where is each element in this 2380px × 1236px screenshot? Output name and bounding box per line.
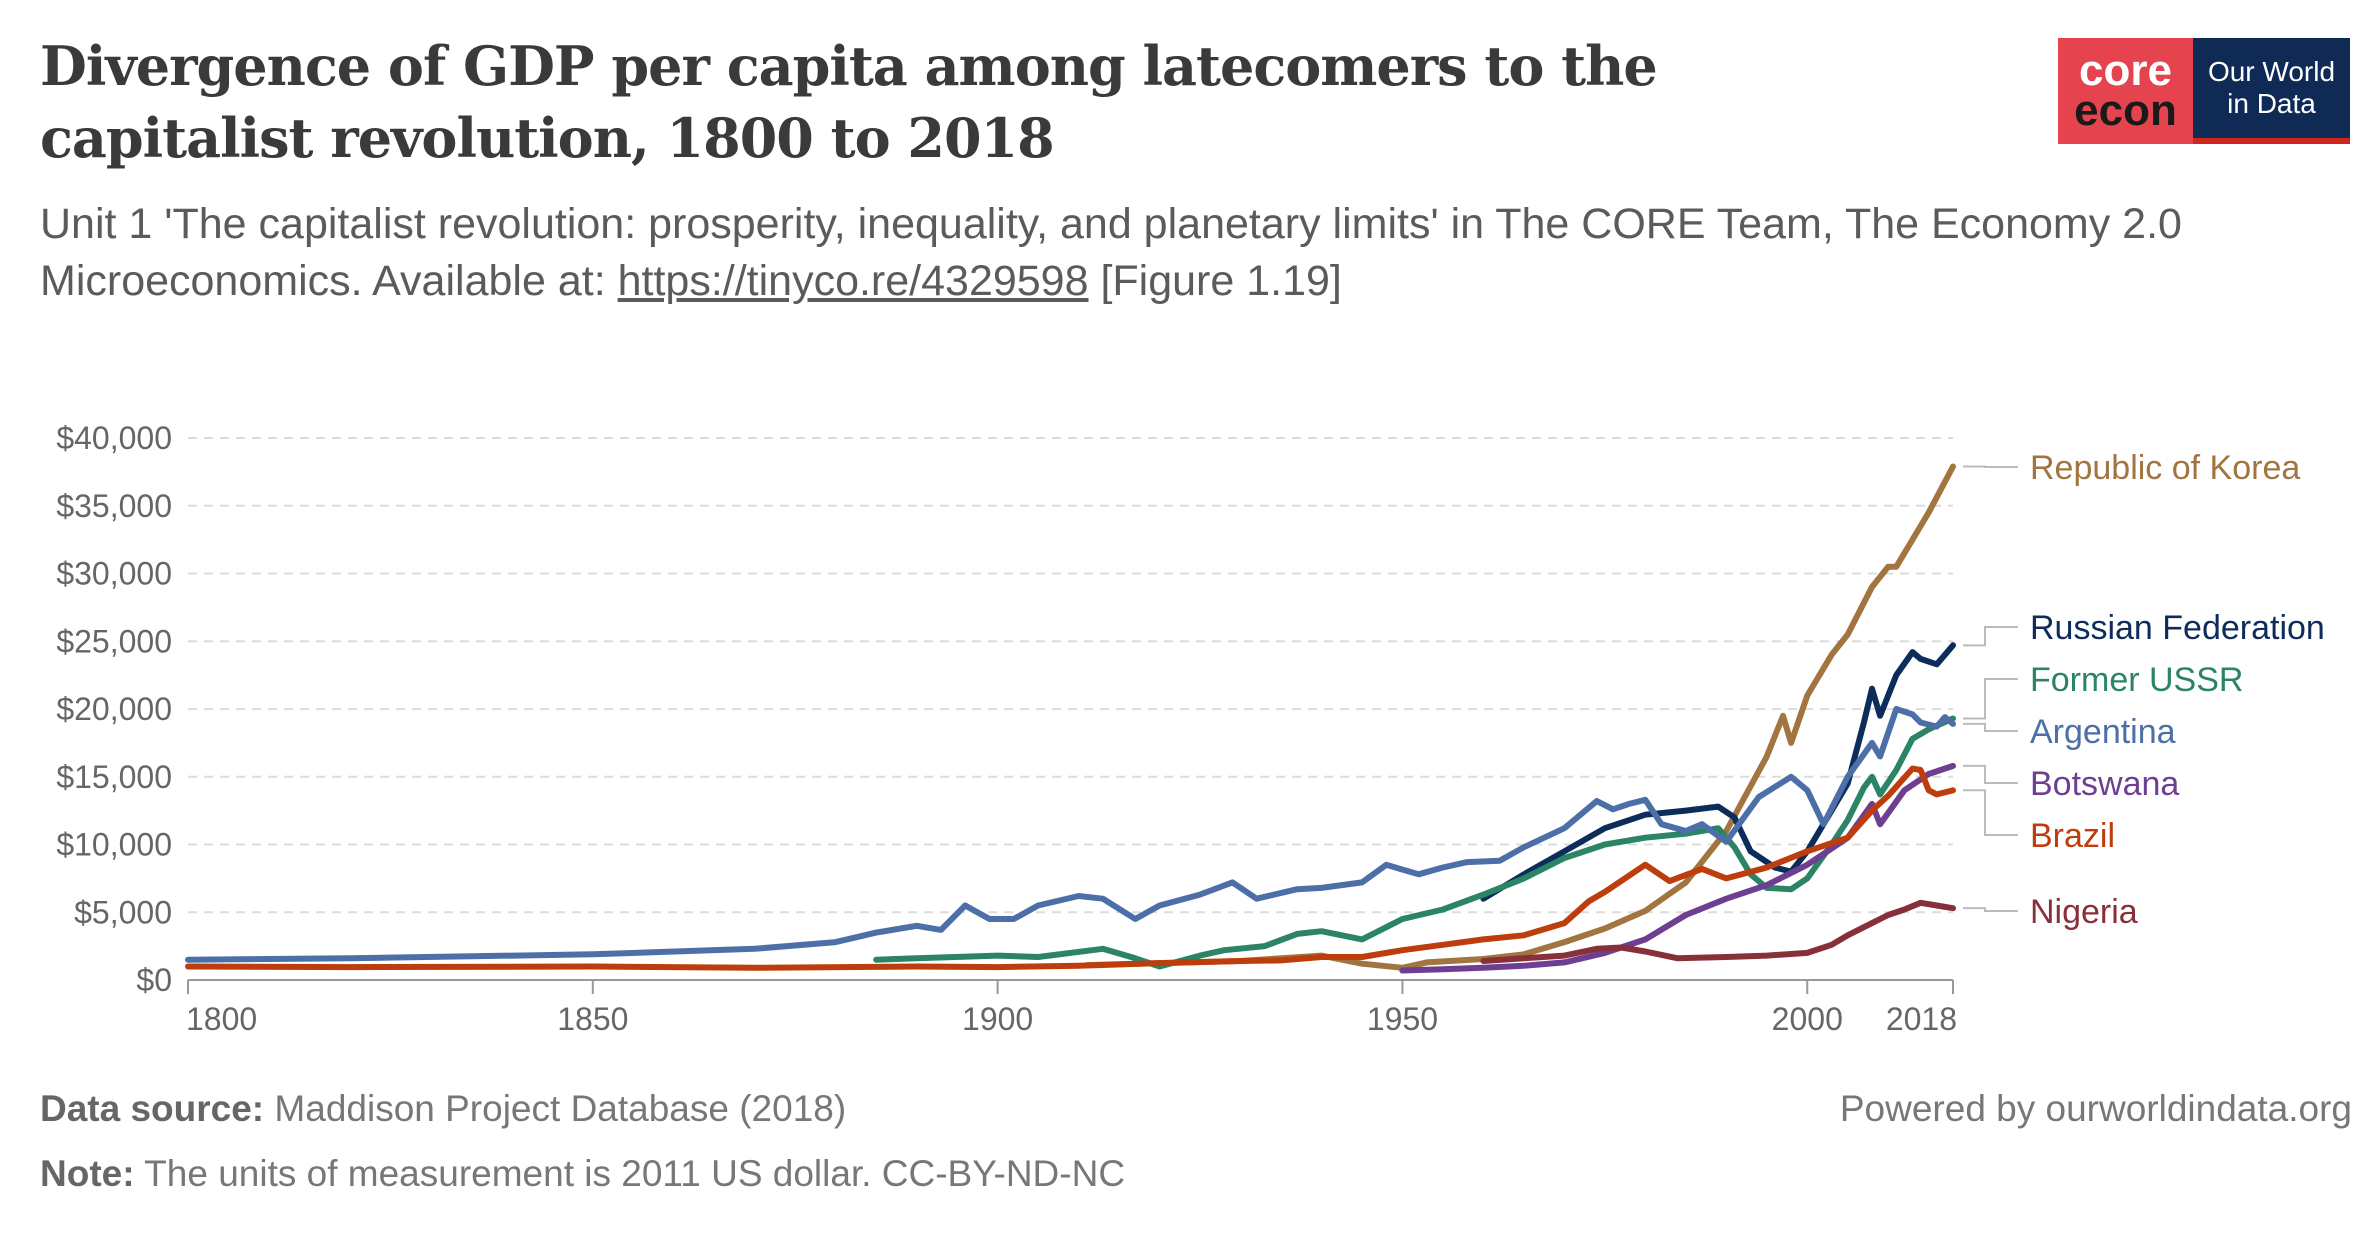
label-connector (1963, 678, 2018, 720)
owid-logo: Our World in Data (2193, 38, 2350, 144)
note-text: The units of measurement is 2011 US doll… (134, 1153, 1126, 1194)
y-tick-label: $0 (136, 962, 172, 998)
note: Note: The units of measurement is 2011 U… (40, 1153, 1125, 1195)
label-connector (1963, 465, 2018, 468)
subtitle-prefix: Microeconomics. Available at: (40, 257, 618, 305)
logo-econ-text: econ (2074, 86, 2177, 135)
logo-owid-bottom: in Data (2227, 88, 2316, 119)
logo[interactable]: core econ Our World in Data (2058, 38, 2350, 144)
y-tick-label: $20,000 (56, 691, 172, 727)
series-label: Argentina (2030, 713, 2176, 751)
series-line-brazil (185, 765, 1956, 971)
powered-by-link[interactable]: Powered by ourworldindata.org (1839, 1088, 2352, 1129)
logo-core-text: core (2079, 46, 2172, 95)
core-econ-logo: core econ (2058, 38, 2193, 144)
y-tick-label: $10,000 (56, 827, 172, 863)
y-tick-label: $30,000 (56, 556, 172, 592)
x-tick-label: 1900 (962, 1001, 1033, 1037)
x-tick-label: 1850 (557, 1001, 628, 1037)
source-text: Maddison Project Database (2018) (264, 1088, 847, 1129)
chart-subtitle: Unit 1 'The capitalist revolution: prosp… (40, 196, 2220, 310)
label-connector (1963, 626, 2018, 647)
series-line-nigeria (1480, 899, 1956, 964)
subtitle-suffix: [Figure 1.19] (1088, 257, 1342, 305)
logo-owid-top: Our World (2207, 56, 2336, 87)
series-label: Republic of Korea (2030, 449, 2300, 487)
y-tick-label: $15,000 (56, 759, 172, 795)
label-connector (1963, 722, 2018, 732)
label-connector (1963, 789, 2018, 836)
series-label: Botswana (2030, 765, 2179, 803)
series-line-russian-federation (1480, 642, 1956, 902)
subtitle-text: Unit 1 'The capitalist revolution: prosp… (40, 200, 2182, 248)
label-connector (1963, 907, 2018, 912)
series-line-republic-of-korea (1083, 463, 1956, 971)
x-tick-label: 1950 (1367, 1001, 1438, 1037)
series-line-botswana (1399, 762, 1956, 974)
series-label: Brazil (2030, 817, 2115, 855)
y-tick-label: $5,000 (74, 894, 172, 930)
y-tick-label: $35,000 (56, 488, 172, 524)
chart-title: Divergence of GDP per capita among latec… (40, 34, 1658, 170)
series-label: Russian Federation (2030, 609, 2325, 647)
y-tick-label: $40,000 (56, 420, 172, 456)
label-connector (1963, 764, 2018, 784)
series-label: Nigeria (2030, 893, 2138, 931)
y-tick-label: $25,000 (56, 623, 172, 659)
source-link[interactable]: https://tinyco.re/4329598 (617, 257, 1089, 305)
series-line-argentina (185, 706, 1956, 963)
x-tick-label: 1800 (186, 1001, 257, 1037)
series-label: Former USSR (2030, 661, 2243, 699)
note-label: Note: (40, 1153, 135, 1194)
source-label: Data source: (40, 1088, 265, 1129)
series-line-former-ussr (873, 715, 1956, 970)
x-tick-label: 2018 (1886, 1001, 1957, 1037)
data-source: Data source: Maddison Project Database (… (40, 1088, 846, 1130)
x-tick-label: 2000 (1772, 1001, 1843, 1037)
